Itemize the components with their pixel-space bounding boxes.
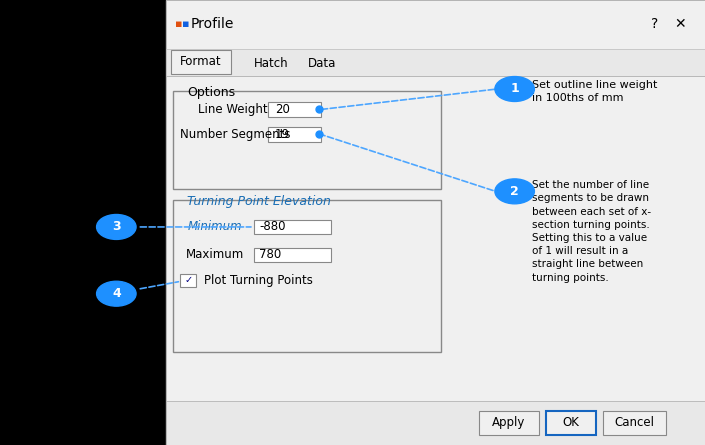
Text: 19: 19 [275,128,290,141]
Text: Options: Options [187,85,235,99]
Text: OK: OK [563,416,580,429]
Text: 2: 2 [510,185,519,198]
Text: 4: 4 [112,287,121,300]
Text: Profile: Profile [190,17,234,32]
FancyBboxPatch shape [479,411,539,435]
Text: Cancel: Cancel [615,416,654,429]
Circle shape [97,281,136,306]
Circle shape [495,179,534,204]
FancyBboxPatch shape [173,200,441,352]
Text: Maximum: Maximum [186,248,244,262]
Text: Set the number of line
segments to be drawn
between each set of x-
section turni: Set the number of line segments to be dr… [532,180,651,283]
FancyBboxPatch shape [268,127,321,142]
FancyBboxPatch shape [254,220,331,234]
Text: ▪: ▪ [182,20,190,29]
Circle shape [495,77,534,101]
Text: Plot Turning Points: Plot Turning Points [204,274,313,287]
Circle shape [97,214,136,239]
FancyBboxPatch shape [603,411,666,435]
Text: ✕: ✕ [675,17,686,32]
Text: ✓: ✓ [184,275,192,285]
Text: Data: Data [308,57,336,70]
Text: Minimum: Minimum [188,220,243,234]
FancyBboxPatch shape [546,411,596,435]
FancyBboxPatch shape [166,76,705,405]
Text: 3: 3 [112,220,121,234]
FancyBboxPatch shape [180,274,196,287]
Text: Turning Point Elevation: Turning Point Elevation [187,194,331,208]
Text: ?: ? [651,17,658,32]
Text: Set outline line weight
in 100ths of mm: Set outline line weight in 100ths of mm [532,80,658,103]
FancyBboxPatch shape [268,102,321,117]
FancyBboxPatch shape [166,0,705,445]
Text: 1: 1 [510,82,519,96]
Text: Hatch: Hatch [254,57,289,70]
Text: Apply: Apply [492,416,526,429]
Text: 780: 780 [259,248,282,262]
FancyBboxPatch shape [171,50,231,74]
FancyBboxPatch shape [166,400,705,445]
Text: 20: 20 [275,103,290,116]
Text: ▪: ▪ [175,20,183,29]
Text: -880: -880 [259,220,286,234]
Text: Number Segments: Number Segments [180,128,290,141]
FancyBboxPatch shape [166,0,705,53]
Text: Format: Format [179,55,221,69]
FancyBboxPatch shape [254,248,331,262]
Text: Line Weight: Line Weight [198,103,267,116]
FancyBboxPatch shape [166,49,705,76]
FancyBboxPatch shape [173,91,441,189]
